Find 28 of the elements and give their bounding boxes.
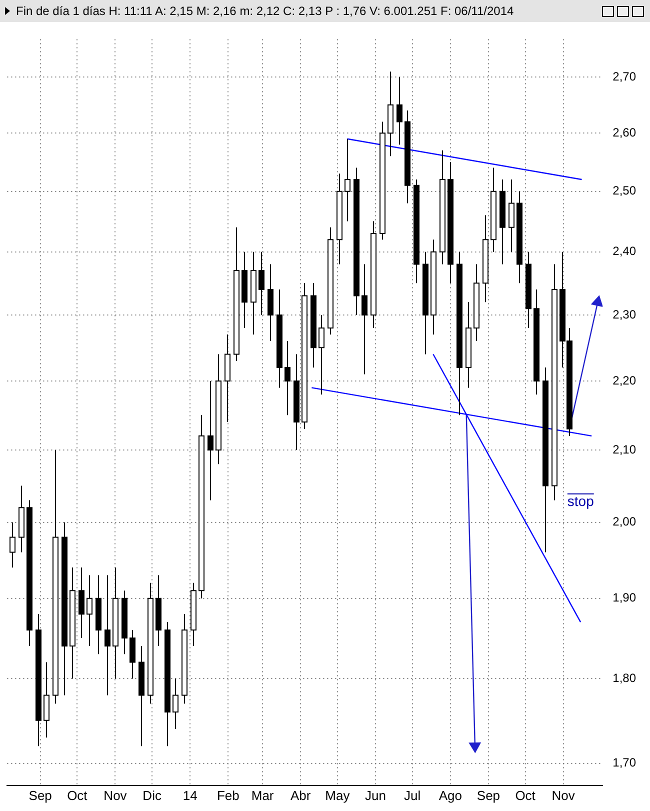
y-tick-label: 2,10 — [612, 442, 636, 456]
x-tick-label: Jun — [365, 788, 386, 803]
x-tick-label: 14 — [182, 788, 198, 803]
x-tick-label: Oct — [515, 788, 536, 803]
y-tick-label: 2,20 — [612, 373, 636, 388]
x-tick-label: Jul — [404, 788, 421, 803]
y-tick-label: 2,40 — [612, 244, 636, 258]
y-tick-label: 2,70 — [612, 69, 636, 84]
x-tick-label: Ago — [438, 788, 462, 803]
x-tick-label: Dic — [142, 788, 162, 803]
y-tick-label: 2,00 — [612, 514, 636, 529]
chart-title: Fin de día 1 días H: 11:11 A: 2,15 M: 2,16 m: 2,12 C: 2,13 P : 1,76 V: 6.001.251 F: 06/11/2014 — [16, 4, 515, 18]
y-tick-label: 1,90 — [612, 590, 636, 605]
y-tick-label: 2,50 — [612, 184, 636, 198]
y-tick-label: 2,30 — [612, 307, 636, 322]
x-tick-label: Sep — [28, 788, 52, 803]
y-tick-label: 2,60 — [612, 125, 636, 140]
x-tick-label: Nov — [552, 788, 576, 803]
x-tick-label: Oct — [67, 788, 88, 803]
x-tick-label: Sep — [476, 788, 500, 803]
annotation: stop — [567, 493, 594, 510]
y-tick-label: 1,80 — [612, 670, 636, 685]
x-tick-label: Feb — [216, 788, 240, 803]
x-tick-label: Mar — [251, 788, 274, 803]
y-tick-label: 1,70 — [612, 756, 636, 770]
x-tick-label: Nov — [104, 788, 128, 803]
x-tick-label: Abr — [290, 788, 312, 803]
x-tick-label: May — [325, 788, 350, 803]
